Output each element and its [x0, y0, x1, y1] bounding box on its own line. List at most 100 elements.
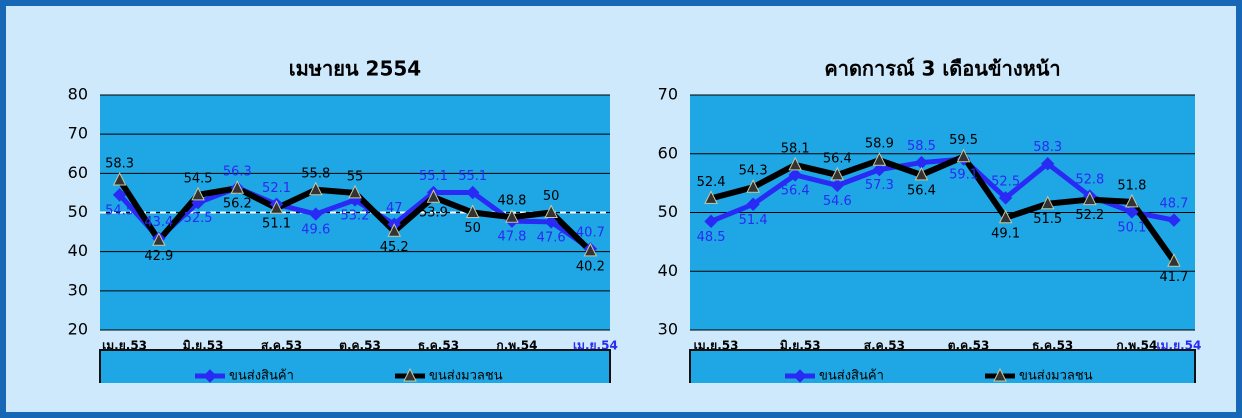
- data-point: [788, 156, 803, 171]
- legend: ขนส่งสินค้า ขนส่งมวลชน: [99, 349, 611, 384]
- data-label: 55: [347, 169, 364, 184]
- legend: ขนส่งสินค้า ขนส่งมวลชน: [689, 349, 1196, 384]
- data-label: 51.5: [1033, 212, 1062, 227]
- chart-title: เมษายน 2554: [289, 57, 421, 81]
- data-point: [505, 209, 519, 223]
- legend-label: ขนส่งสินค้า: [229, 369, 294, 384]
- data-label: 58.5: [907, 139, 936, 154]
- data-label: 50: [543, 189, 560, 204]
- data-label: 52.5: [184, 211, 213, 226]
- data-point: [191, 186, 205, 201]
- data-point: [309, 207, 323, 221]
- data-label: 43.4: [144, 215, 173, 230]
- data-point: [872, 162, 887, 177]
- legend-label: ขนส่งมวลชน: [429, 369, 503, 384]
- y-tick-label: 80: [68, 85, 88, 104]
- data-point: [583, 242, 598, 257]
- y-tick-label: 30: [658, 320, 678, 339]
- data-label: 56.4: [781, 183, 810, 198]
- y-tick-label: 70: [658, 85, 678, 104]
- legend-marker: [793, 369, 807, 383]
- data-label: 56.4: [823, 151, 852, 166]
- data-label: 47.8: [497, 230, 526, 245]
- data-label: 54.5: [105, 203, 134, 218]
- data-point: [544, 204, 558, 218]
- legend-label: ขนส่งสินค้า: [819, 369, 884, 384]
- data-label: 51.8: [1117, 178, 1146, 193]
- data-label: 55.1: [458, 169, 487, 184]
- y-tick-label: 60: [658, 143, 678, 162]
- data-point: [387, 223, 402, 237]
- data-label: 47: [386, 201, 403, 216]
- y-tick-label: 70: [68, 124, 88, 143]
- data-label: 54.6: [823, 194, 852, 209]
- series-line: [710, 153, 1177, 263]
- y-tick-label: 60: [68, 163, 88, 182]
- data-label: 53.9: [419, 206, 448, 221]
- data-point: [230, 180, 245, 194]
- data-label: 41.7: [1159, 270, 1188, 285]
- data-label: 57.3: [865, 178, 894, 193]
- data-point: [1041, 157, 1055, 171]
- data-label: 55.1: [419, 169, 448, 184]
- data-point: [269, 200, 284, 214]
- legend-marker: [403, 367, 417, 382]
- legend-box: [689, 349, 1196, 383]
- data-label: 52.5: [991, 174, 1020, 189]
- data-point: [308, 181, 323, 196]
- data-label: 58.3: [1033, 140, 1062, 155]
- data-label: 59.5: [949, 133, 978, 148]
- data-label: 47.6: [537, 230, 566, 245]
- data-point: [998, 191, 1013, 205]
- data-point: [788, 168, 802, 182]
- y-tick-label: 50: [658, 202, 678, 221]
- data-point: [1125, 205, 1139, 219]
- data-label: 54.3: [739, 164, 768, 179]
- data-label: 52.4: [697, 175, 726, 190]
- data-label: 48.5: [697, 230, 726, 245]
- data-point: [348, 184, 362, 199]
- data-label: 58.9: [865, 137, 894, 152]
- data-label: 54.5: [184, 171, 213, 186]
- data-label: 56.4: [907, 183, 936, 198]
- data-label: 48.8: [497, 194, 526, 209]
- data-label: 56.2: [223, 197, 252, 212]
- data-label: 58.3: [105, 156, 134, 171]
- data-point: [1125, 193, 1139, 208]
- data-point: [465, 204, 480, 218]
- data-label: 51.4: [739, 213, 768, 228]
- data-point: [465, 185, 480, 200]
- data-point: [704, 214, 718, 229]
- data-point: [152, 232, 166, 246]
- y-tick-label: 50: [68, 202, 88, 221]
- data-point: [956, 148, 971, 163]
- data-point: [746, 179, 760, 193]
- data-point: [746, 197, 760, 211]
- y-tick-label: 40: [658, 261, 678, 280]
- data-label: 55.8: [301, 166, 330, 181]
- data-point: [872, 152, 887, 166]
- data-label: 52.2: [1075, 208, 1104, 223]
- data-point: [830, 166, 845, 181]
- data-label: 52.8: [1075, 173, 1104, 188]
- data-point: [704, 190, 718, 204]
- data-point: [112, 188, 127, 202]
- data-label: 40.2: [576, 259, 605, 274]
- y-tick-label: 20: [68, 320, 88, 339]
- data-point: [191, 196, 205, 210]
- data-point: [1167, 253, 1181, 267]
- data-label: 53.2: [341, 208, 370, 223]
- data-label: 52.1: [262, 181, 291, 196]
- data-point: [914, 166, 929, 181]
- data-point: [1082, 191, 1097, 206]
- data-label: 56.3: [223, 164, 252, 179]
- data-point: [830, 178, 844, 193]
- data-point: [112, 171, 127, 186]
- data-point: [1040, 195, 1055, 210]
- data-label: 42.9: [144, 249, 173, 264]
- data-label: 49.1: [991, 226, 1020, 241]
- data-point: [1167, 213, 1181, 227]
- data-point: [426, 189, 441, 203]
- legend-label: ขนส่งมวลชน: [1019, 369, 1093, 384]
